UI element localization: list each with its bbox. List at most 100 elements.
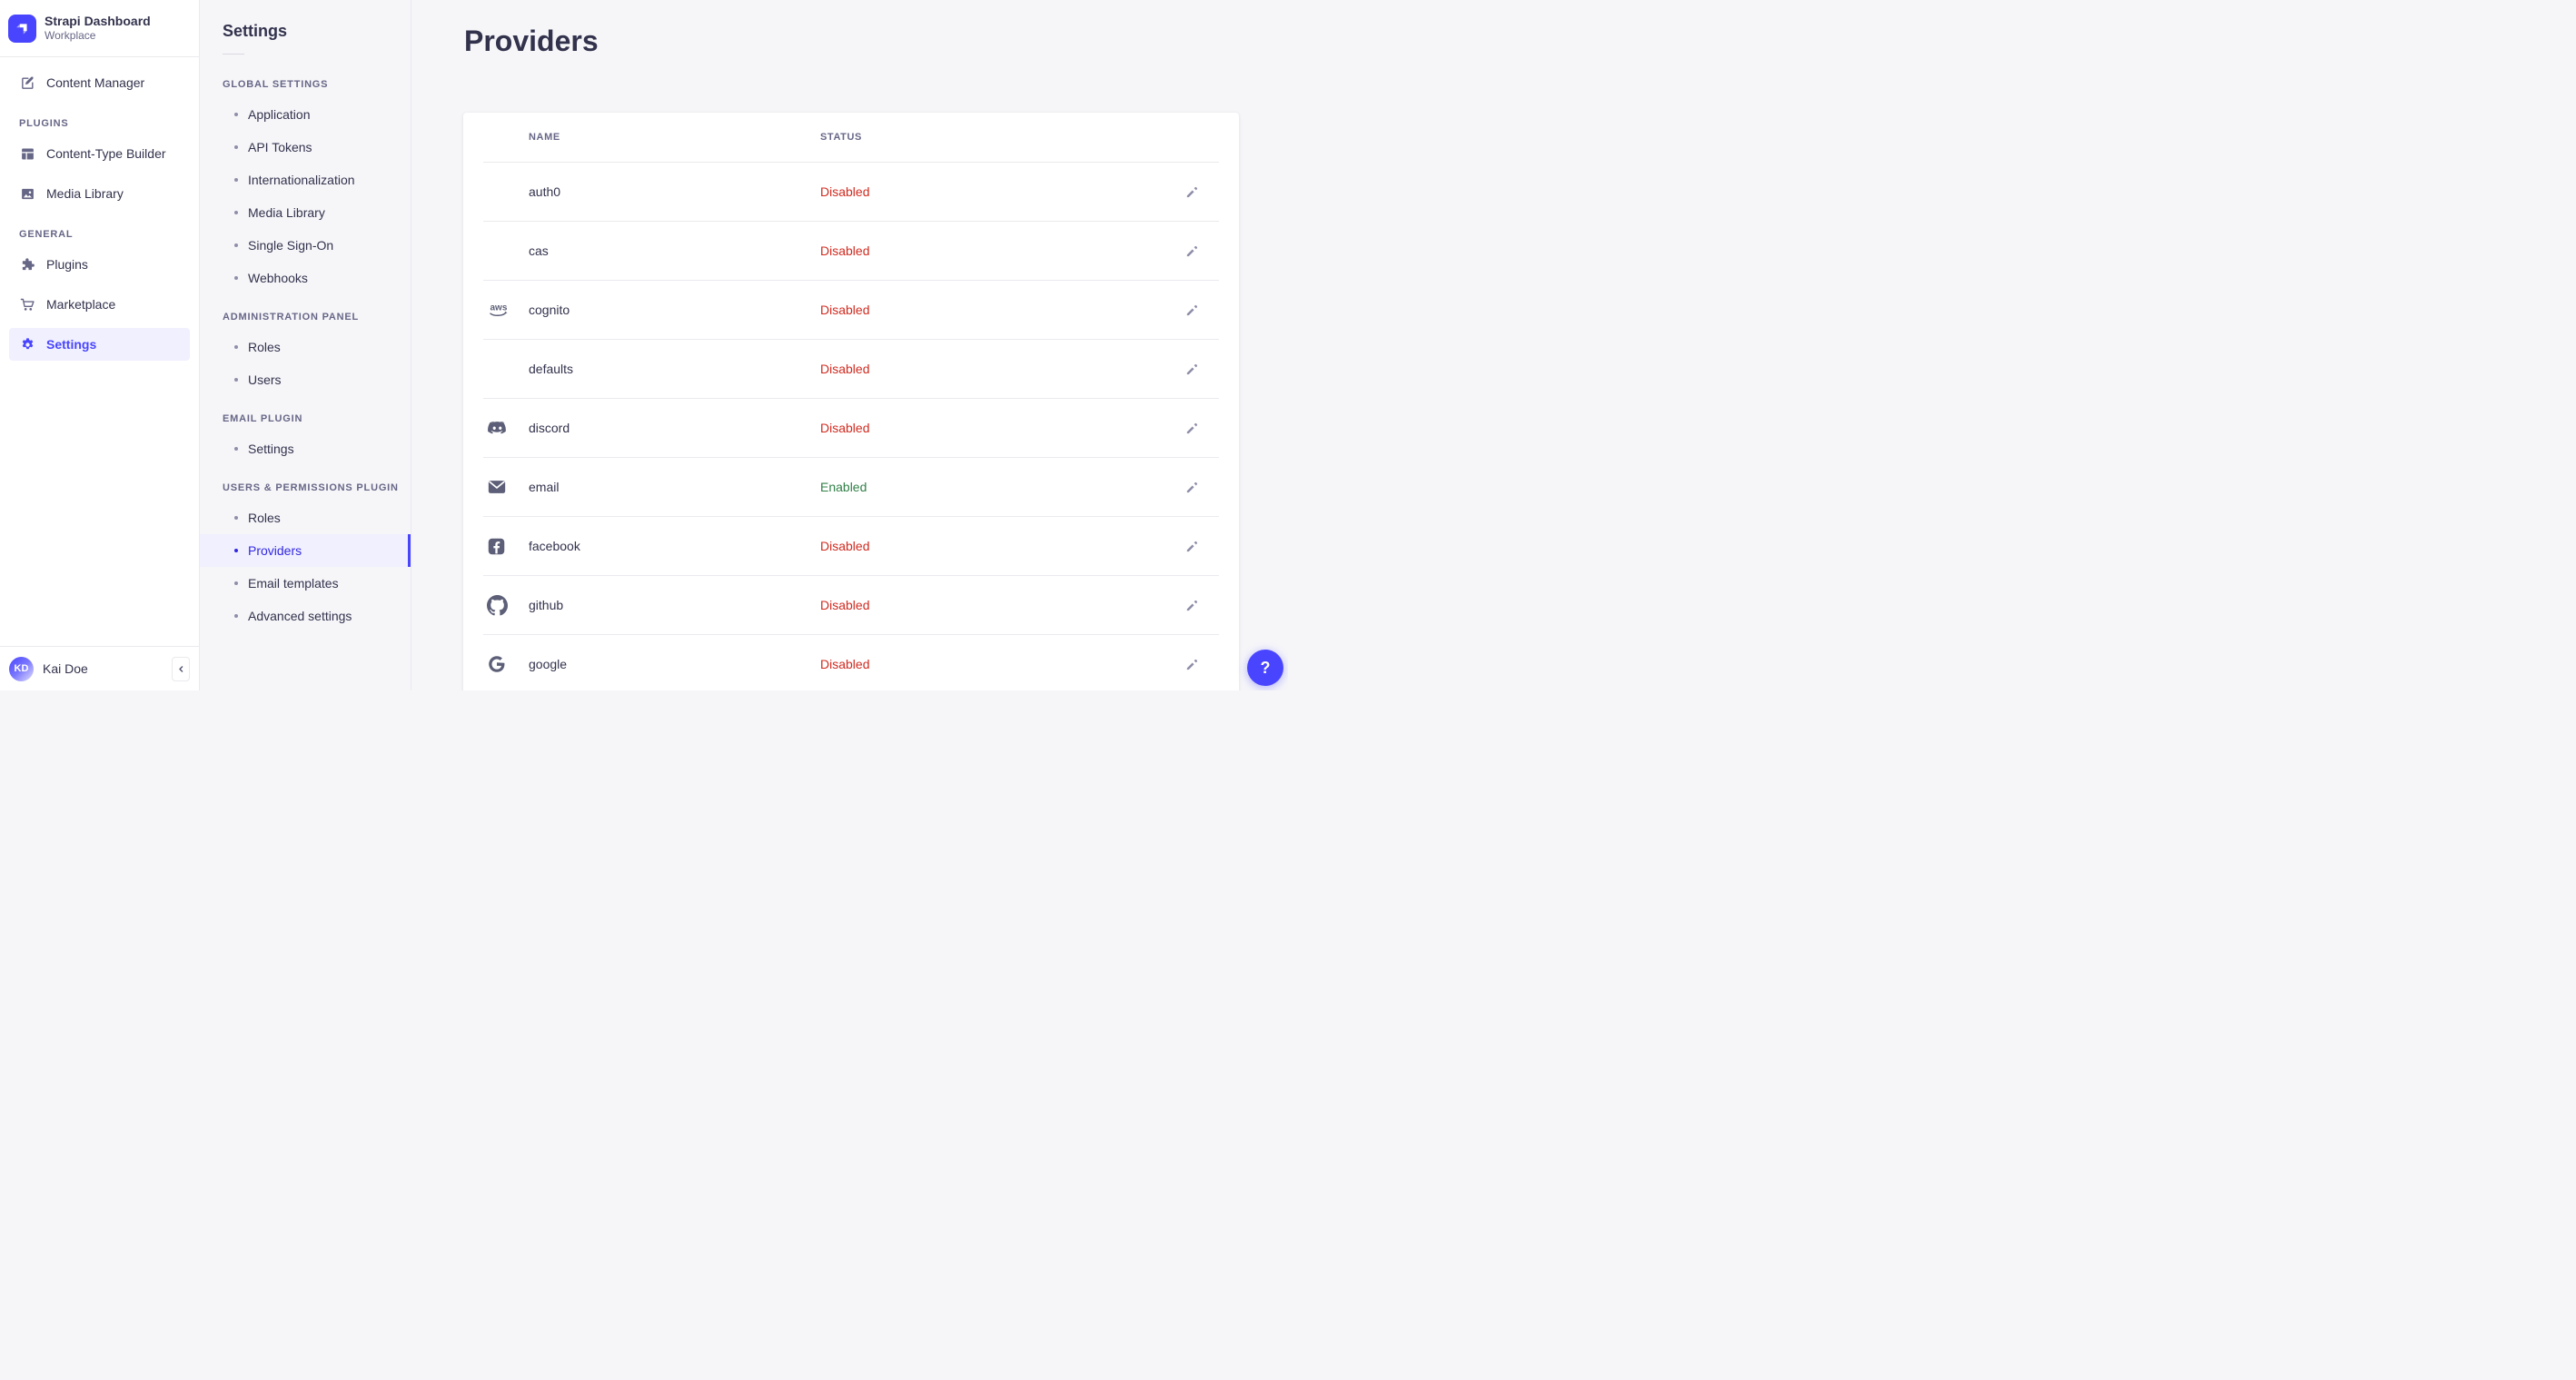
edit-provider-button[interactable] bbox=[1177, 591, 1206, 620]
collapse-sidebar-button[interactable] bbox=[172, 656, 190, 681]
provider-status: Disabled bbox=[820, 657, 870, 671]
edit-provider-button[interactable] bbox=[1177, 236, 1206, 265]
sidebar-nav: Content Manager PLUGINS Content-Type Bui… bbox=[0, 57, 199, 646]
provider-row: facebook Disabled bbox=[483, 517, 1219, 576]
help-button[interactable]: ? bbox=[1247, 650, 1283, 686]
subnav-item-settings[interactable]: Settings bbox=[200, 432, 411, 465]
pencil-icon bbox=[1184, 362, 1200, 377]
subnav-item-label: Application bbox=[248, 107, 311, 122]
provider-name: cas bbox=[529, 243, 549, 258]
edit-provider-button[interactable] bbox=[1177, 177, 1206, 206]
pen-write-icon bbox=[19, 74, 35, 91]
provider-row: auth0 Disabled bbox=[483, 163, 1219, 222]
subnav-item-label: Settings bbox=[248, 442, 294, 456]
subnav-item-application[interactable]: Application bbox=[200, 98, 411, 131]
edit-provider-button[interactable] bbox=[1177, 650, 1206, 679]
pencil-icon bbox=[1184, 184, 1200, 200]
provider-row: discord Disabled bbox=[483, 399, 1219, 458]
bullet-icon bbox=[234, 581, 238, 585]
provider-status: Disabled bbox=[820, 362, 870, 376]
subnav-item-email-templates[interactable]: Email templates bbox=[200, 567, 411, 600]
sidebar-item-content-manager[interactable]: Content Manager bbox=[9, 66, 190, 99]
provider-name: email bbox=[529, 480, 560, 494]
provider-row: cas Disabled bbox=[483, 222, 1219, 281]
sidebar-item-content-type-builder[interactable]: Content-Type Builder bbox=[9, 137, 190, 170]
subnav-section: USERS & PERMISSIONS PLUGIN Roles Providers… bbox=[200, 482, 411, 632]
subnav-item-single-sign-on[interactable]: Single Sign-On bbox=[200, 229, 411, 262]
edit-provider-button[interactable] bbox=[1177, 531, 1206, 561]
subnav-section: GLOBAL SETTINGS Application API Tokens Inte… bbox=[200, 78, 411, 294]
subnav-item-label: Roles bbox=[248, 340, 281, 354]
sidebar-item-plugins[interactable]: Plugins bbox=[9, 248, 190, 281]
sidebar-item-settings[interactable]: Settings bbox=[9, 328, 190, 361]
provider-status: Disabled bbox=[820, 598, 870, 612]
user-area: KD Kai Doe bbox=[0, 646, 199, 690]
discord-icon bbox=[487, 418, 529, 439]
cart-icon bbox=[19, 296, 35, 313]
provider-status: Disabled bbox=[820, 539, 870, 553]
pencil-icon bbox=[1184, 243, 1200, 259]
providers-table: NAME STATUS auth0 Disabled cas Disabled aws c… bbox=[463, 113, 1239, 690]
bullet-icon bbox=[234, 243, 238, 247]
workspace-switcher[interactable]: Strapi Dashboard Workplace bbox=[0, 0, 199, 57]
pencil-icon bbox=[1184, 480, 1200, 495]
sidebar-item-marketplace[interactable]: Marketplace bbox=[9, 288, 190, 321]
provider-status: Enabled bbox=[820, 480, 867, 494]
bullet-icon bbox=[234, 447, 238, 451]
subnav-item-label: Advanced settings bbox=[248, 609, 352, 623]
subnav-item-label: Providers bbox=[248, 543, 302, 558]
subnav-item-roles[interactable]: Roles bbox=[200, 331, 411, 363]
subnav-item-users[interactable]: Users bbox=[200, 363, 411, 396]
edit-provider-button[interactable] bbox=[1177, 295, 1206, 324]
bullet-icon bbox=[234, 345, 238, 349]
column-header-name: NAME bbox=[529, 132, 560, 143]
sidebar-item-label: Content Manager bbox=[46, 75, 145, 90]
main-sidebar: Strapi Dashboard Workplace Content Manag… bbox=[0, 0, 200, 690]
subnav-section: EMAIL PLUGIN Settings bbox=[200, 412, 411, 465]
edit-provider-button[interactable] bbox=[1177, 413, 1206, 442]
gear-icon bbox=[19, 336, 35, 352]
bullet-icon bbox=[234, 549, 238, 552]
provider-name: github bbox=[529, 598, 564, 612]
subnav-item-label: Webhooks bbox=[248, 271, 308, 285]
subnav-item-webhooks[interactable]: Webhooks bbox=[200, 262, 411, 294]
chevron-left-icon bbox=[177, 665, 185, 673]
sidebar-item-media-library[interactable]: Media Library bbox=[9, 177, 190, 210]
strapi-admin-app: Strapi Dashboard Workplace Content Manag… bbox=[0, 0, 1288, 690]
subnav-item-label: Media Library bbox=[248, 205, 325, 220]
table-header: NAME STATUS bbox=[483, 113, 1219, 163]
subnav-item-providers[interactable]: Providers bbox=[200, 534, 411, 567]
svg-text:aws: aws bbox=[490, 303, 508, 313]
column-header-status: STATUS bbox=[820, 132, 862, 143]
bullet-icon bbox=[234, 276, 238, 280]
subnav-item-api-tokens[interactable]: API Tokens bbox=[200, 131, 411, 164]
sidebar-section-plugins: PLUGINS bbox=[19, 118, 69, 129]
subnav-item-internationalization[interactable]: Internationalization bbox=[200, 164, 411, 196]
provider-row: github Disabled bbox=[483, 576, 1219, 635]
subnav-item-label: Single Sign-On bbox=[248, 238, 334, 253]
puzzle-icon bbox=[19, 256, 35, 273]
provider-name: google bbox=[529, 657, 568, 671]
subnav-section: ADMINISTRATION PANEL Roles Users bbox=[200, 311, 411, 396]
edit-provider-button[interactable] bbox=[1177, 472, 1206, 501]
provider-row: email Enabled bbox=[483, 458, 1219, 517]
pencil-icon bbox=[1184, 657, 1200, 672]
subnav-item-label: Users bbox=[248, 372, 282, 387]
workspace-subtitle: Workplace bbox=[45, 29, 96, 42]
bullet-icon bbox=[234, 145, 238, 149]
sidebar-section-general: GENERAL bbox=[19, 229, 74, 240]
strapi-logo-icon bbox=[8, 14, 36, 43]
google-icon bbox=[487, 654, 529, 674]
subnav-section-label: GLOBAL SETTINGS bbox=[223, 79, 329, 90]
workspace-title: Strapi Dashboard bbox=[45, 14, 151, 28]
user-name: Kai Doe bbox=[43, 661, 88, 676]
subnav-item-label: Email templates bbox=[248, 576, 339, 591]
provider-name: discord bbox=[529, 421, 570, 435]
edit-provider-button[interactable] bbox=[1177, 354, 1206, 383]
subnav-item-media-library[interactable]: Media Library bbox=[200, 196, 411, 229]
subnav-item-roles[interactable]: Roles bbox=[200, 501, 411, 534]
subnav-item-advanced-settings[interactable]: Advanced settings bbox=[200, 600, 411, 632]
email-envelope-icon bbox=[487, 477, 529, 497]
pencil-icon bbox=[1184, 303, 1200, 318]
aws-logo-icon: aws bbox=[487, 301, 529, 320]
